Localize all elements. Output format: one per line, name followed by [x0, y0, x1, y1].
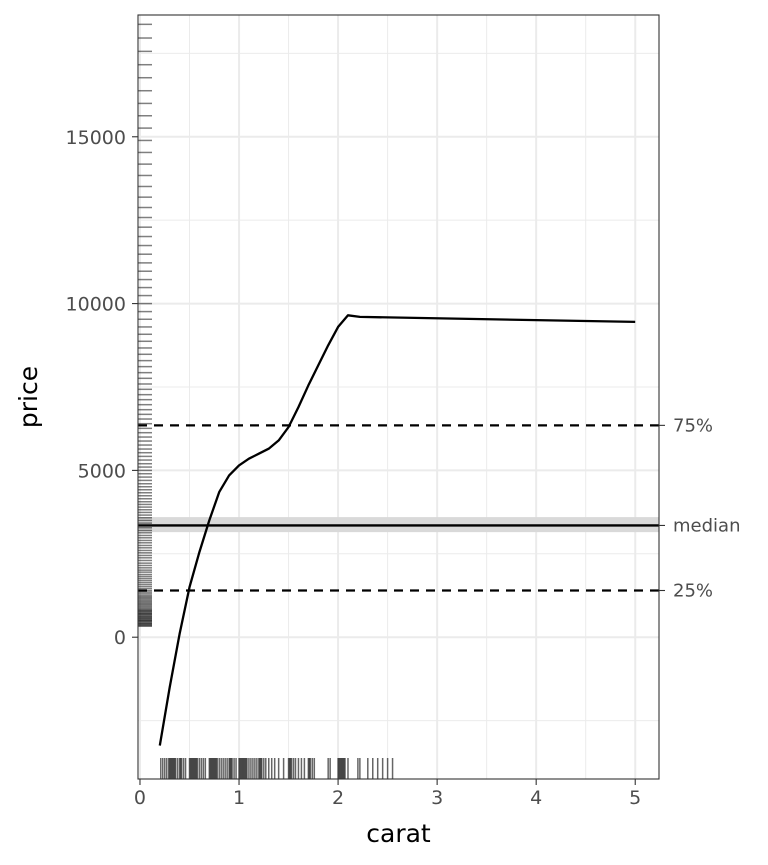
- y-tick-label: 0: [114, 627, 126, 649]
- grid-minor: [138, 15, 659, 779]
- x-tick-label: 1: [233, 787, 245, 809]
- x-tick-label: 5: [629, 787, 641, 809]
- smooth-curve: [158, 314, 636, 746]
- ref-label-75-percent: 75%: [673, 415, 713, 436]
- plot-panel: [138, 15, 659, 779]
- y-tick-label: 10000: [66, 294, 126, 316]
- plot-border: [137, 14, 660, 780]
- x-tick-label: 2: [332, 787, 344, 809]
- ref-label-25-percent: 25%: [673, 581, 713, 602]
- y-tick-label: 5000: [78, 460, 126, 482]
- x-axis: 0 1 2 3 4 5: [134, 779, 641, 809]
- reference-labels: 75% median 25%: [659, 415, 740, 602]
- reference-lines: [138, 424, 659, 592]
- x-tick-label: 3: [431, 787, 443, 809]
- rug-y-group: [138, 23, 152, 627]
- x-tick-label: 4: [530, 787, 542, 809]
- y-axis: 0 5000 10000 15000: [66, 127, 138, 649]
- y-axis-title: price: [14, 366, 43, 428]
- ref-label-median: median: [673, 515, 740, 536]
- rug-x-group: [160, 758, 394, 779]
- y-tick-label: 15000: [66, 127, 126, 149]
- x-axis-title: carat: [366, 819, 431, 848]
- grid-major: [138, 15, 659, 779]
- smooth-curve-group: [158, 314, 636, 746]
- x-tick-label: 0: [134, 787, 146, 809]
